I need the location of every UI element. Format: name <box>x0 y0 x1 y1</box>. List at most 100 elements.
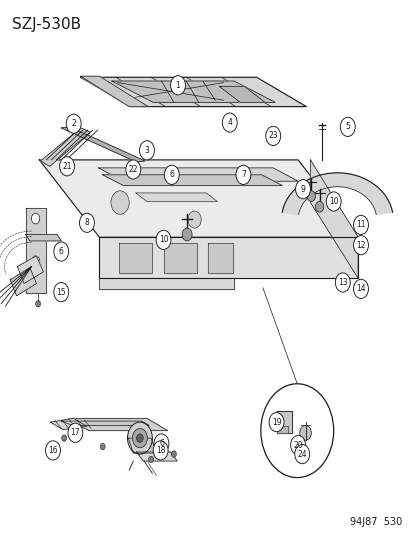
Polygon shape <box>81 76 148 107</box>
Text: 24: 24 <box>297 450 306 458</box>
Polygon shape <box>39 160 357 237</box>
Circle shape <box>62 435 66 441</box>
Circle shape <box>353 236 368 255</box>
Polygon shape <box>128 438 156 453</box>
Circle shape <box>353 279 368 298</box>
Circle shape <box>260 384 333 478</box>
Circle shape <box>325 192 340 211</box>
Circle shape <box>339 117 354 136</box>
Polygon shape <box>26 208 45 293</box>
Circle shape <box>136 434 143 442</box>
Circle shape <box>153 441 168 460</box>
Polygon shape <box>163 243 196 273</box>
Polygon shape <box>61 421 149 425</box>
Text: 8: 8 <box>84 219 89 227</box>
Polygon shape <box>277 411 291 433</box>
Text: 5: 5 <box>344 123 349 131</box>
Circle shape <box>164 165 179 184</box>
Circle shape <box>148 456 153 463</box>
Polygon shape <box>10 268 36 296</box>
Text: 14: 14 <box>355 285 365 293</box>
Circle shape <box>290 435 305 455</box>
Text: 23: 23 <box>268 132 278 140</box>
Polygon shape <box>50 418 87 430</box>
Polygon shape <box>136 452 177 461</box>
Polygon shape <box>68 418 167 431</box>
Circle shape <box>132 429 147 448</box>
Polygon shape <box>310 160 357 278</box>
Circle shape <box>59 157 74 176</box>
Circle shape <box>100 443 105 450</box>
Polygon shape <box>61 127 145 162</box>
Text: 11: 11 <box>356 221 365 229</box>
Text: 6: 6 <box>159 439 164 448</box>
Circle shape <box>54 242 69 261</box>
Text: 7: 7 <box>240 171 245 179</box>
Circle shape <box>294 445 309 464</box>
Circle shape <box>127 422 152 454</box>
Circle shape <box>139 141 154 160</box>
Polygon shape <box>99 237 357 278</box>
Circle shape <box>268 413 283 432</box>
Circle shape <box>66 114 81 133</box>
Circle shape <box>170 76 185 95</box>
Circle shape <box>171 451 176 457</box>
Text: 22: 22 <box>128 165 138 174</box>
Text: 6: 6 <box>59 247 64 256</box>
Circle shape <box>79 213 94 232</box>
Text: 12: 12 <box>356 241 365 249</box>
Text: 19: 19 <box>271 418 281 426</box>
Polygon shape <box>26 235 61 241</box>
Circle shape <box>353 215 368 235</box>
Polygon shape <box>40 128 90 166</box>
Circle shape <box>299 425 311 440</box>
Circle shape <box>31 256 40 266</box>
Polygon shape <box>119 243 152 273</box>
Polygon shape <box>219 86 264 102</box>
Circle shape <box>235 165 250 184</box>
Circle shape <box>36 301 40 307</box>
Text: 13: 13 <box>337 278 347 287</box>
Polygon shape <box>282 173 392 214</box>
Circle shape <box>45 441 60 460</box>
Polygon shape <box>277 426 287 433</box>
Circle shape <box>156 230 171 249</box>
Circle shape <box>154 434 169 453</box>
Text: 9: 9 <box>300 185 305 193</box>
Polygon shape <box>135 193 217 201</box>
Circle shape <box>182 228 192 241</box>
Circle shape <box>222 113 237 132</box>
Circle shape <box>315 201 323 212</box>
Circle shape <box>54 282 69 302</box>
Text: 1: 1 <box>175 81 180 90</box>
Polygon shape <box>17 256 43 284</box>
Circle shape <box>31 213 40 224</box>
Circle shape <box>68 423 83 442</box>
Text: 94J87  530: 94J87 530 <box>349 516 401 527</box>
Text: 21: 21 <box>62 162 71 171</box>
Circle shape <box>111 191 129 214</box>
Circle shape <box>295 180 310 199</box>
Text: SZJ-530B: SZJ-530B <box>12 17 81 32</box>
Text: 2: 2 <box>71 119 76 128</box>
Text: 18: 18 <box>156 446 165 455</box>
Text: 3: 3 <box>144 146 149 155</box>
Polygon shape <box>99 278 233 289</box>
Polygon shape <box>98 168 297 181</box>
Circle shape <box>335 273 349 292</box>
Polygon shape <box>207 243 232 273</box>
Circle shape <box>126 160 140 179</box>
Polygon shape <box>81 77 306 107</box>
Text: 6: 6 <box>169 171 174 179</box>
Circle shape <box>265 126 280 146</box>
Text: 17: 17 <box>70 429 80 437</box>
Text: 15: 15 <box>56 288 66 296</box>
Text: 20: 20 <box>292 441 302 449</box>
Text: 10: 10 <box>158 236 168 244</box>
Text: 16: 16 <box>48 446 58 455</box>
Polygon shape <box>102 175 282 185</box>
Circle shape <box>306 191 315 201</box>
Text: 4: 4 <box>227 118 232 127</box>
Polygon shape <box>112 81 275 102</box>
Text: 10: 10 <box>328 197 338 206</box>
